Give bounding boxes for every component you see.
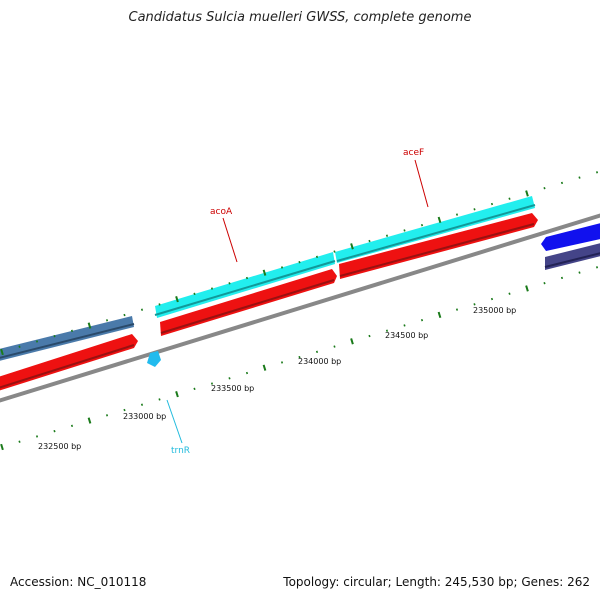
ruler-tick (87, 322, 92, 329)
ruler-label: 232500 bp (38, 442, 81, 451)
ruler-tick (245, 276, 249, 280)
ruler-tick (315, 350, 319, 354)
ruler-tick (437, 311, 442, 319)
ruler-tick (228, 377, 231, 380)
ruler-tick (298, 260, 301, 264)
ruler-tick (578, 271, 581, 274)
map-title: Candidatus Sulcia muelleri GWSS, complet… (128, 10, 472, 25)
ruler-tick (455, 308, 459, 311)
ruler-label: 233500 bp (211, 384, 254, 393)
ruler-tick (245, 371, 249, 375)
ruler-tick (437, 216, 442, 224)
ruler-tick (490, 297, 494, 301)
ruler-tick (525, 285, 529, 292)
ruler-tick (70, 329, 74, 333)
ruler-tick (385, 234, 389, 237)
ruler-tick (315, 255, 319, 259)
ruler-tick (0, 443, 4, 451)
ruler-tick (333, 250, 336, 253)
feature-blue-right (541, 223, 600, 251)
ruler-tick (35, 340, 39, 343)
gene-label-aceF: aceF (403, 148, 424, 158)
ruler-tick (123, 408, 126, 412)
ruler-tick (560, 181, 564, 185)
ruler-tick (175, 295, 179, 303)
ruler-tick (385, 329, 389, 332)
ruler-tick (543, 281, 546, 285)
ruler-tick (210, 382, 214, 385)
ruler-tick (595, 171, 599, 174)
ruler-tick (123, 313, 126, 317)
lower-tick-row (0, 266, 599, 451)
ruler-tick (140, 403, 144, 406)
ruler-tick (350, 338, 354, 345)
ruler-tick (158, 398, 161, 401)
genome-summary-text: Topology: circular; Length: 245,530 bp; … (283, 575, 590, 589)
ruler-tick (53, 334, 56, 338)
ruler-tick (193, 387, 196, 391)
feature-trna-trnR (147, 351, 161, 367)
ruler-tick (420, 223, 424, 227)
genome-backbone (0, 213, 600, 403)
accession-text: Accession: NC_010118 (10, 575, 147, 589)
ruler-tick (543, 186, 546, 190)
ruler-tick (158, 303, 161, 306)
ruler-tick (0, 348, 4, 356)
ruler-tick (525, 190, 529, 197)
ruler-tick (473, 303, 476, 306)
ruler-label: 234000 bp (298, 357, 341, 366)
ruler-tick (228, 282, 231, 285)
ruler-tick (455, 213, 459, 216)
gene-leader-acoA (222, 217, 238, 263)
gene-leader-trnR (166, 399, 183, 444)
feature-cyan-aceF-region (335, 196, 535, 263)
ruler-tick (193, 292, 196, 296)
ruler-tick (175, 390, 179, 398)
ruler-tick (280, 361, 284, 364)
ruler-tick (368, 239, 371, 243)
gene-labels: acoA aceF trnR (166, 148, 429, 456)
ruler-tick (35, 435, 39, 438)
ruler-tick (490, 202, 494, 206)
forward-strand-track (0, 196, 536, 361)
ruler-tick (560, 276, 564, 280)
upper-tick-row (0, 171, 599, 356)
ruler-tick (262, 269, 267, 276)
gene-label-trnR: trnR (171, 446, 190, 456)
ruler-labels: 232500 bp 233000 bp 233500 bp 234000 bp … (38, 306, 516, 451)
ruler-tick (262, 364, 267, 371)
ruler-tick (70, 424, 74, 428)
ruler-label: 234500 bp (385, 331, 428, 340)
ruler-tick (508, 292, 511, 295)
ruler-tick (105, 319, 109, 322)
ruler-label: 233000 bp (123, 412, 166, 421)
ruler-tick (140, 308, 144, 311)
gene-leader-aceF (414, 159, 429, 208)
ruler-tick (595, 266, 599, 269)
ruler-tick (350, 243, 354, 250)
ruler-tick (18, 440, 21, 443)
reverse-strand-track (0, 213, 600, 391)
ruler-tick (87, 417, 92, 424)
ruler-tick (403, 229, 406, 232)
ruler-tick (333, 345, 336, 348)
ruler-tick (578, 176, 581, 179)
gene-label-acoA: acoA (210, 207, 233, 217)
ruler-tick (210, 287, 214, 290)
ruler-tick (420, 318, 424, 322)
ruler-tick (105, 414, 109, 417)
ruler-tick (508, 197, 511, 200)
ruler-label: 235000 bp (473, 306, 516, 315)
ruler-tick (18, 345, 21, 348)
ruler-tick (280, 266, 284, 269)
ruler-tick (368, 334, 371, 338)
ruler-tick (473, 208, 476, 211)
ruler-tick (403, 324, 406, 327)
ruler-tick (298, 355, 301, 359)
ruler-tick (53, 429, 56, 433)
